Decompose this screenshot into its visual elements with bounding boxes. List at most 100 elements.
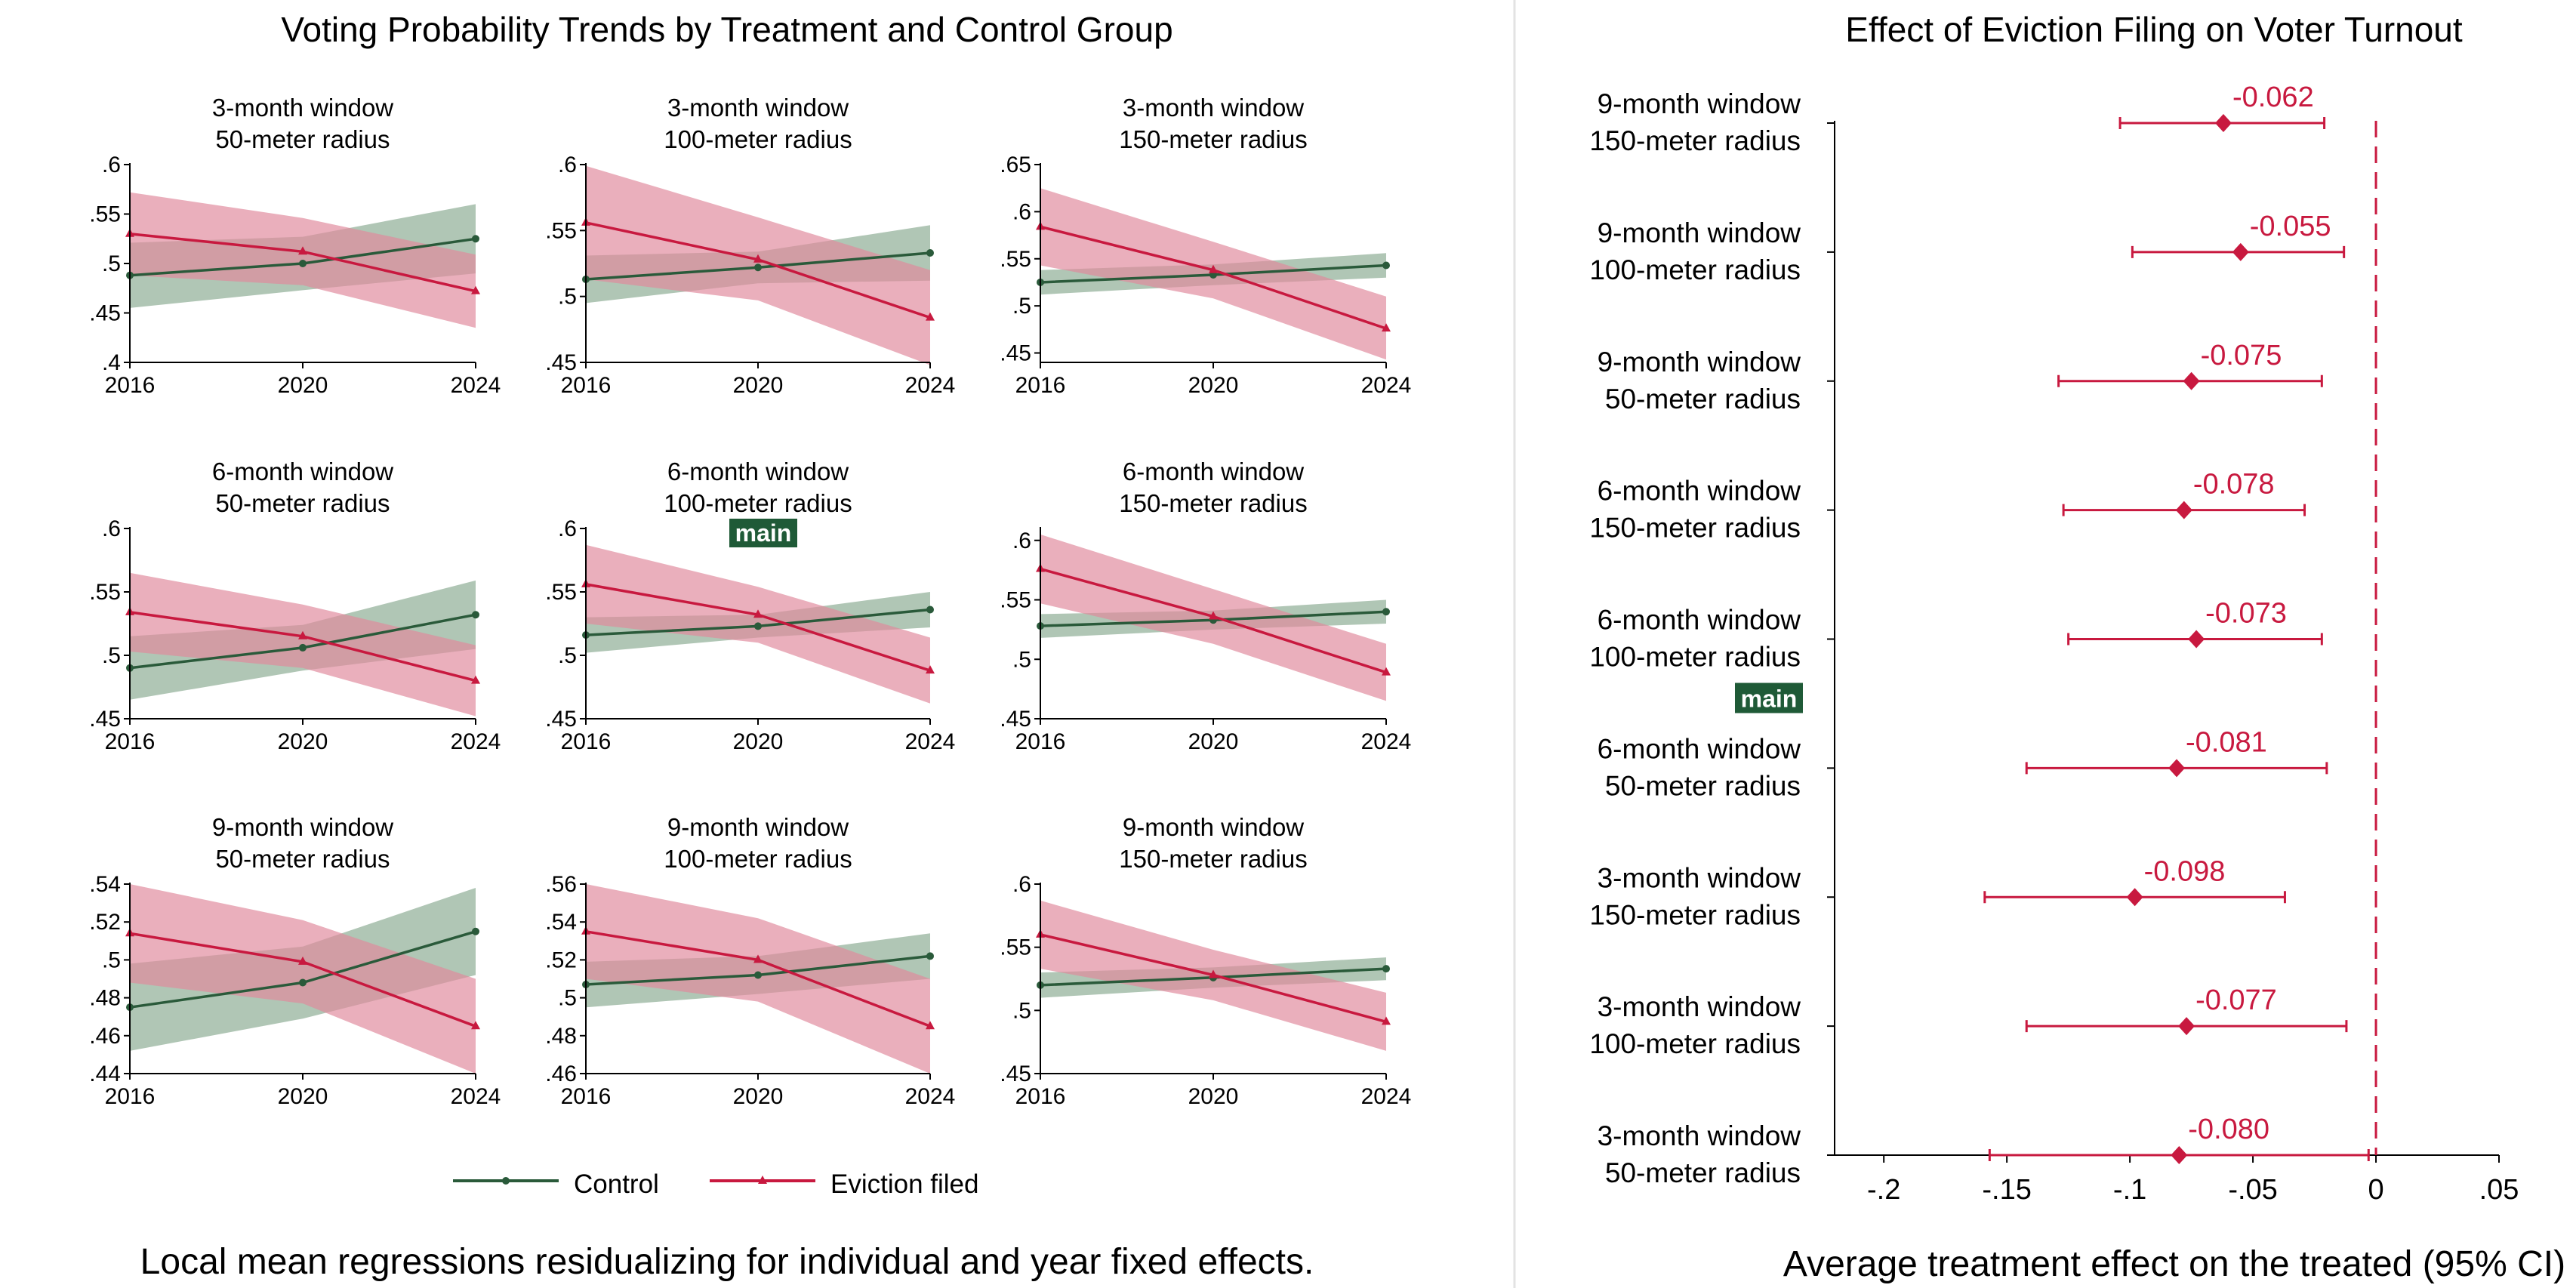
trend-subplot: 3-month window 100-meter radius .45 .5 .55 .6… bbox=[545, 94, 955, 398]
estimate-label: -0.073 bbox=[2205, 598, 2287, 630]
coef-row: 9-month window 50-meter radius -0.075 bbox=[1598, 340, 2323, 414]
subplot-title: 3-month window bbox=[212, 94, 393, 122]
x-tick-label: 2020 bbox=[1188, 1084, 1239, 1109]
y-tick-label: .5 bbox=[1012, 998, 1031, 1023]
y-tick-label: .5 bbox=[102, 948, 121, 972]
control-point bbox=[926, 605, 934, 614]
x-tick-label: 2020 bbox=[1188, 373, 1239, 398]
control-point bbox=[1382, 261, 1390, 270]
trend-subplot: 9-month window 50-meter radius .44 .46 .48 .5… bbox=[89, 813, 501, 1109]
control-point bbox=[754, 263, 762, 272]
y-tick-label: .54 bbox=[89, 872, 121, 897]
coef-row-label-line2: 50-meter radius bbox=[1605, 770, 1801, 801]
x-tick-label: 2016 bbox=[1015, 373, 1066, 398]
x-tick-label: 2020 bbox=[278, 729, 328, 754]
y-tick-label: .4 bbox=[102, 350, 121, 375]
coef-x-tick-label: -.1 bbox=[2113, 1174, 2146, 1206]
y-tick-label: .56 bbox=[545, 872, 577, 897]
x-tick-label: 2020 bbox=[278, 1084, 328, 1109]
x-tick-label: 2016 bbox=[105, 729, 156, 754]
legend-treated-marker bbox=[758, 1176, 767, 1184]
subplot-subtitle: 50-meter radius bbox=[215, 845, 390, 873]
subplot-subtitle: 100-meter radius bbox=[664, 489, 852, 517]
treated-ci-band bbox=[586, 884, 930, 1074]
subplot-title: 9-month window bbox=[212, 813, 393, 841]
coef-row: 3-month window 150-meter radius -0.098 bbox=[1589, 855, 2286, 930]
y-tick-label: .48 bbox=[89, 986, 121, 1011]
x-tick-label: 2024 bbox=[1361, 729, 1412, 754]
treated-point bbox=[471, 675, 480, 684]
trend-subplot: 6-month window 50-meter radius .45 .5 .55 .6 2… bbox=[89, 458, 501, 754]
y-tick-label: .55 bbox=[1000, 935, 1031, 960]
subplot-subtitle: 100-meter radius bbox=[664, 845, 852, 873]
trend-panel: Voting Probability Trends by Treatment a… bbox=[89, 10, 1411, 1282]
control-point bbox=[926, 952, 934, 960]
coef-row-label-line1: 9-month window bbox=[1598, 347, 1801, 377]
x-tick-label: 2016 bbox=[561, 729, 612, 754]
x-tick-label: 2024 bbox=[905, 729, 956, 754]
coef-row-label-line1: 6-month window bbox=[1598, 733, 1801, 764]
estimate-label: -0.055 bbox=[2250, 211, 2331, 242]
subplot-subtitle: 150-meter radius bbox=[1119, 489, 1307, 517]
control-point bbox=[299, 643, 307, 652]
control-point bbox=[754, 971, 762, 979]
subplot-subtitle: 50-meter radius bbox=[215, 489, 390, 517]
y-tick-label: .45 bbox=[1000, 707, 1031, 732]
trend-panel-title: Voting Probability Trends by Treatment a… bbox=[281, 10, 1172, 49]
legend-control-marker bbox=[502, 1177, 510, 1185]
subplot-title: 6-month window bbox=[212, 458, 393, 485]
y-tick-label: .5 bbox=[558, 285, 577, 310]
x-tick-label: 2024 bbox=[451, 729, 501, 754]
subplot-title: 9-month window bbox=[667, 813, 849, 841]
y-tick-label: .45 bbox=[89, 707, 121, 732]
estimate-label: -0.078 bbox=[2193, 469, 2275, 501]
treated-point bbox=[471, 1021, 480, 1030]
control-point bbox=[299, 260, 307, 267]
coef-x-tick-label: -.05 bbox=[2228, 1174, 2277, 1206]
y-tick-label: .6 bbox=[102, 516, 121, 541]
y-tick-label: .6 bbox=[102, 153, 121, 177]
y-tick-label: .5 bbox=[1012, 647, 1031, 672]
y-tick-label: .65 bbox=[1000, 153, 1031, 177]
y-tick-label: .5 bbox=[102, 643, 121, 668]
point-estimate bbox=[2175, 501, 2192, 519]
treated-point bbox=[298, 956, 307, 965]
control-point bbox=[926, 249, 934, 257]
control-point bbox=[299, 978, 307, 987]
control-point bbox=[472, 927, 479, 935]
coef-x-tick-label: 0 bbox=[2368, 1174, 2383, 1206]
subplot-title: 9-month window bbox=[1123, 813, 1304, 841]
treated-point bbox=[1382, 1016, 1391, 1025]
main-badge-label: main bbox=[1741, 686, 1798, 713]
y-tick-label: .52 bbox=[545, 948, 577, 972]
coef-row: 9-month window 100-meter radius -0.055 bbox=[1589, 211, 2346, 285]
coef-row: 3-month window 100-meter radius -0.077 bbox=[1589, 984, 2348, 1059]
treated-point bbox=[1382, 323, 1391, 332]
treated-point bbox=[298, 630, 307, 639]
estimate-label: -0.075 bbox=[2201, 340, 2282, 371]
coef-row: 3-month window 50-meter radius -0.080 bbox=[1598, 1114, 2370, 1188]
x-tick-label: 2024 bbox=[1361, 1084, 1412, 1109]
treated-point bbox=[298, 246, 307, 255]
coef-row-label-line1: 9-month window bbox=[1598, 217, 1801, 248]
x-tick-label: 2024 bbox=[905, 1084, 956, 1109]
y-tick-label: .5 bbox=[102, 251, 121, 276]
subplot-title: 6-month window bbox=[667, 458, 849, 485]
point-estimate bbox=[2232, 242, 2249, 261]
treated-point bbox=[926, 1021, 935, 1030]
point-estimate bbox=[2178, 1017, 2195, 1036]
x-tick-label: 2016 bbox=[105, 1084, 156, 1109]
y-tick-label: .55 bbox=[89, 580, 121, 605]
subplot-title: 3-month window bbox=[667, 94, 849, 122]
x-tick-label: 2024 bbox=[1361, 373, 1412, 398]
coef-x-tick-label: -.2 bbox=[1867, 1174, 1900, 1206]
trend-panel-caption: Local mean regressions residualizing for… bbox=[140, 1242, 1314, 1282]
main-badge bbox=[1735, 683, 1803, 713]
control-point bbox=[472, 235, 479, 243]
y-tick-label: .55 bbox=[1000, 588, 1031, 613]
point-estimate bbox=[2171, 1146, 2188, 1164]
point-estimate bbox=[2188, 630, 2205, 649]
x-tick-label: 2020 bbox=[278, 373, 328, 398]
y-tick-label: .45 bbox=[89, 301, 121, 326]
